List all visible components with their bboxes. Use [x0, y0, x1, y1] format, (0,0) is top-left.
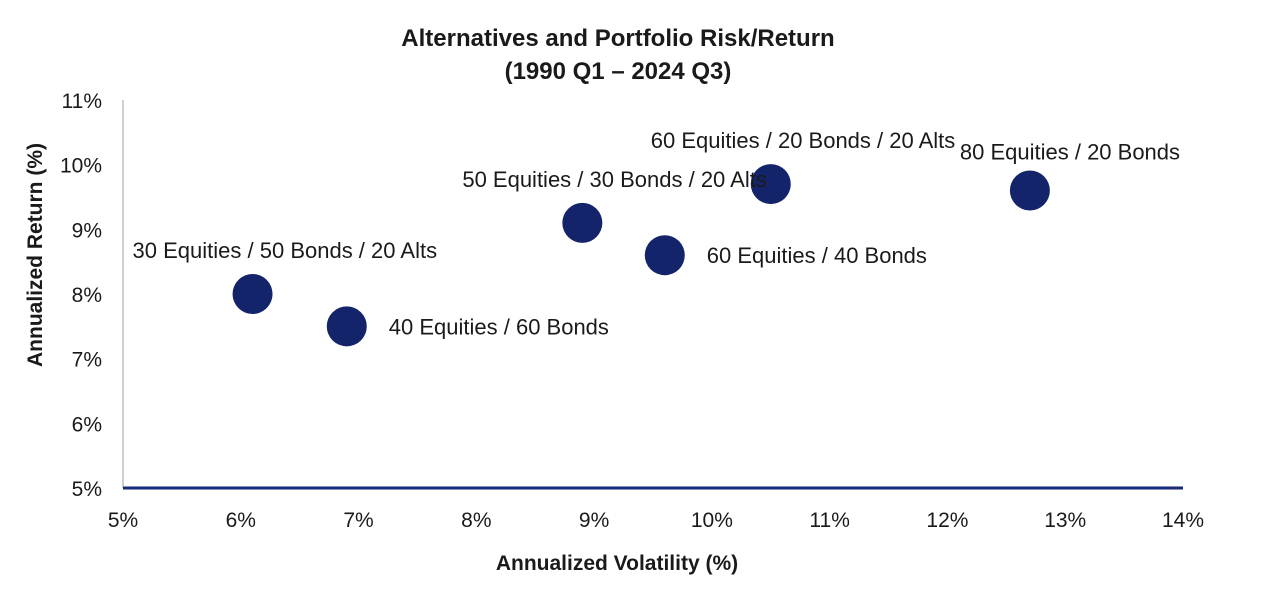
point-label: 60 Equities / 40 Bonds	[707, 243, 927, 268]
x-tick-label: 13%	[1044, 509, 1086, 532]
x-tick-label: 5%	[108, 509, 138, 532]
scatter-point	[1009, 170, 1050, 211]
point-label: 50 Equities / 30 Bonds / 20 Alts	[462, 167, 767, 192]
x-tick-label: 12%	[926, 509, 968, 532]
point-label: 30 Equities / 50 Bonds / 20 Alts	[133, 238, 438, 263]
point-label: 60 Equities / 20 Bonds / 20 Alts	[651, 128, 956, 153]
x-axis-title: Annualized Volatility (%)	[496, 552, 738, 575]
scatter-point	[232, 274, 273, 314]
point-label: 40 Equities / 60 Bonds	[389, 314, 609, 339]
x-tick-label: 8%	[461, 509, 491, 532]
scatter-point	[750, 164, 791, 205]
y-tick-label: 11%	[62, 90, 102, 113]
scatter-point	[562, 202, 603, 243]
chart-subtitle: (1990 Q1 – 2024 Q3)	[505, 58, 732, 85]
data-point-labels: 30 Equities / 50 Bonds / 20 Alts 40 Equit…	[133, 128, 1180, 339]
x-tick-label: 6%	[226, 509, 256, 532]
data-points	[232, 164, 1050, 347]
y-tick-label: 8%	[72, 284, 102, 307]
y-tick-label: 10%	[60, 155, 102, 178]
x-tick-label: 7%	[343, 509, 373, 532]
y-axis-title: Annualized Return (%)	[24, 143, 47, 367]
y-tick-label: 5%	[72, 478, 102, 501]
y-tick-label: 7%	[72, 349, 102, 372]
y-tick-label: 9%	[72, 219, 102, 242]
scatter-point	[644, 235, 685, 276]
x-tick-label: 10%	[691, 509, 733, 532]
point-label: 80 Equities / 20 Bonds	[960, 140, 1180, 165]
scatter-point	[326, 306, 367, 347]
x-tick-label: 11%	[809, 509, 849, 532]
y-tick-label: 6%	[72, 413, 102, 436]
x-tick-label: 14%	[1162, 509, 1204, 532]
x-tick-labels: 5% 6% 7% 8% 9% 10% 11% 12% 13% 14%	[108, 509, 1204, 532]
chart-title: Alternatives and Portfolio Risk/Return	[401, 25, 834, 52]
x-tick-label: 9%	[579, 509, 609, 532]
y-tick-labels: 5% 6% 7% 8% 9% 10% 11%	[60, 90, 102, 501]
